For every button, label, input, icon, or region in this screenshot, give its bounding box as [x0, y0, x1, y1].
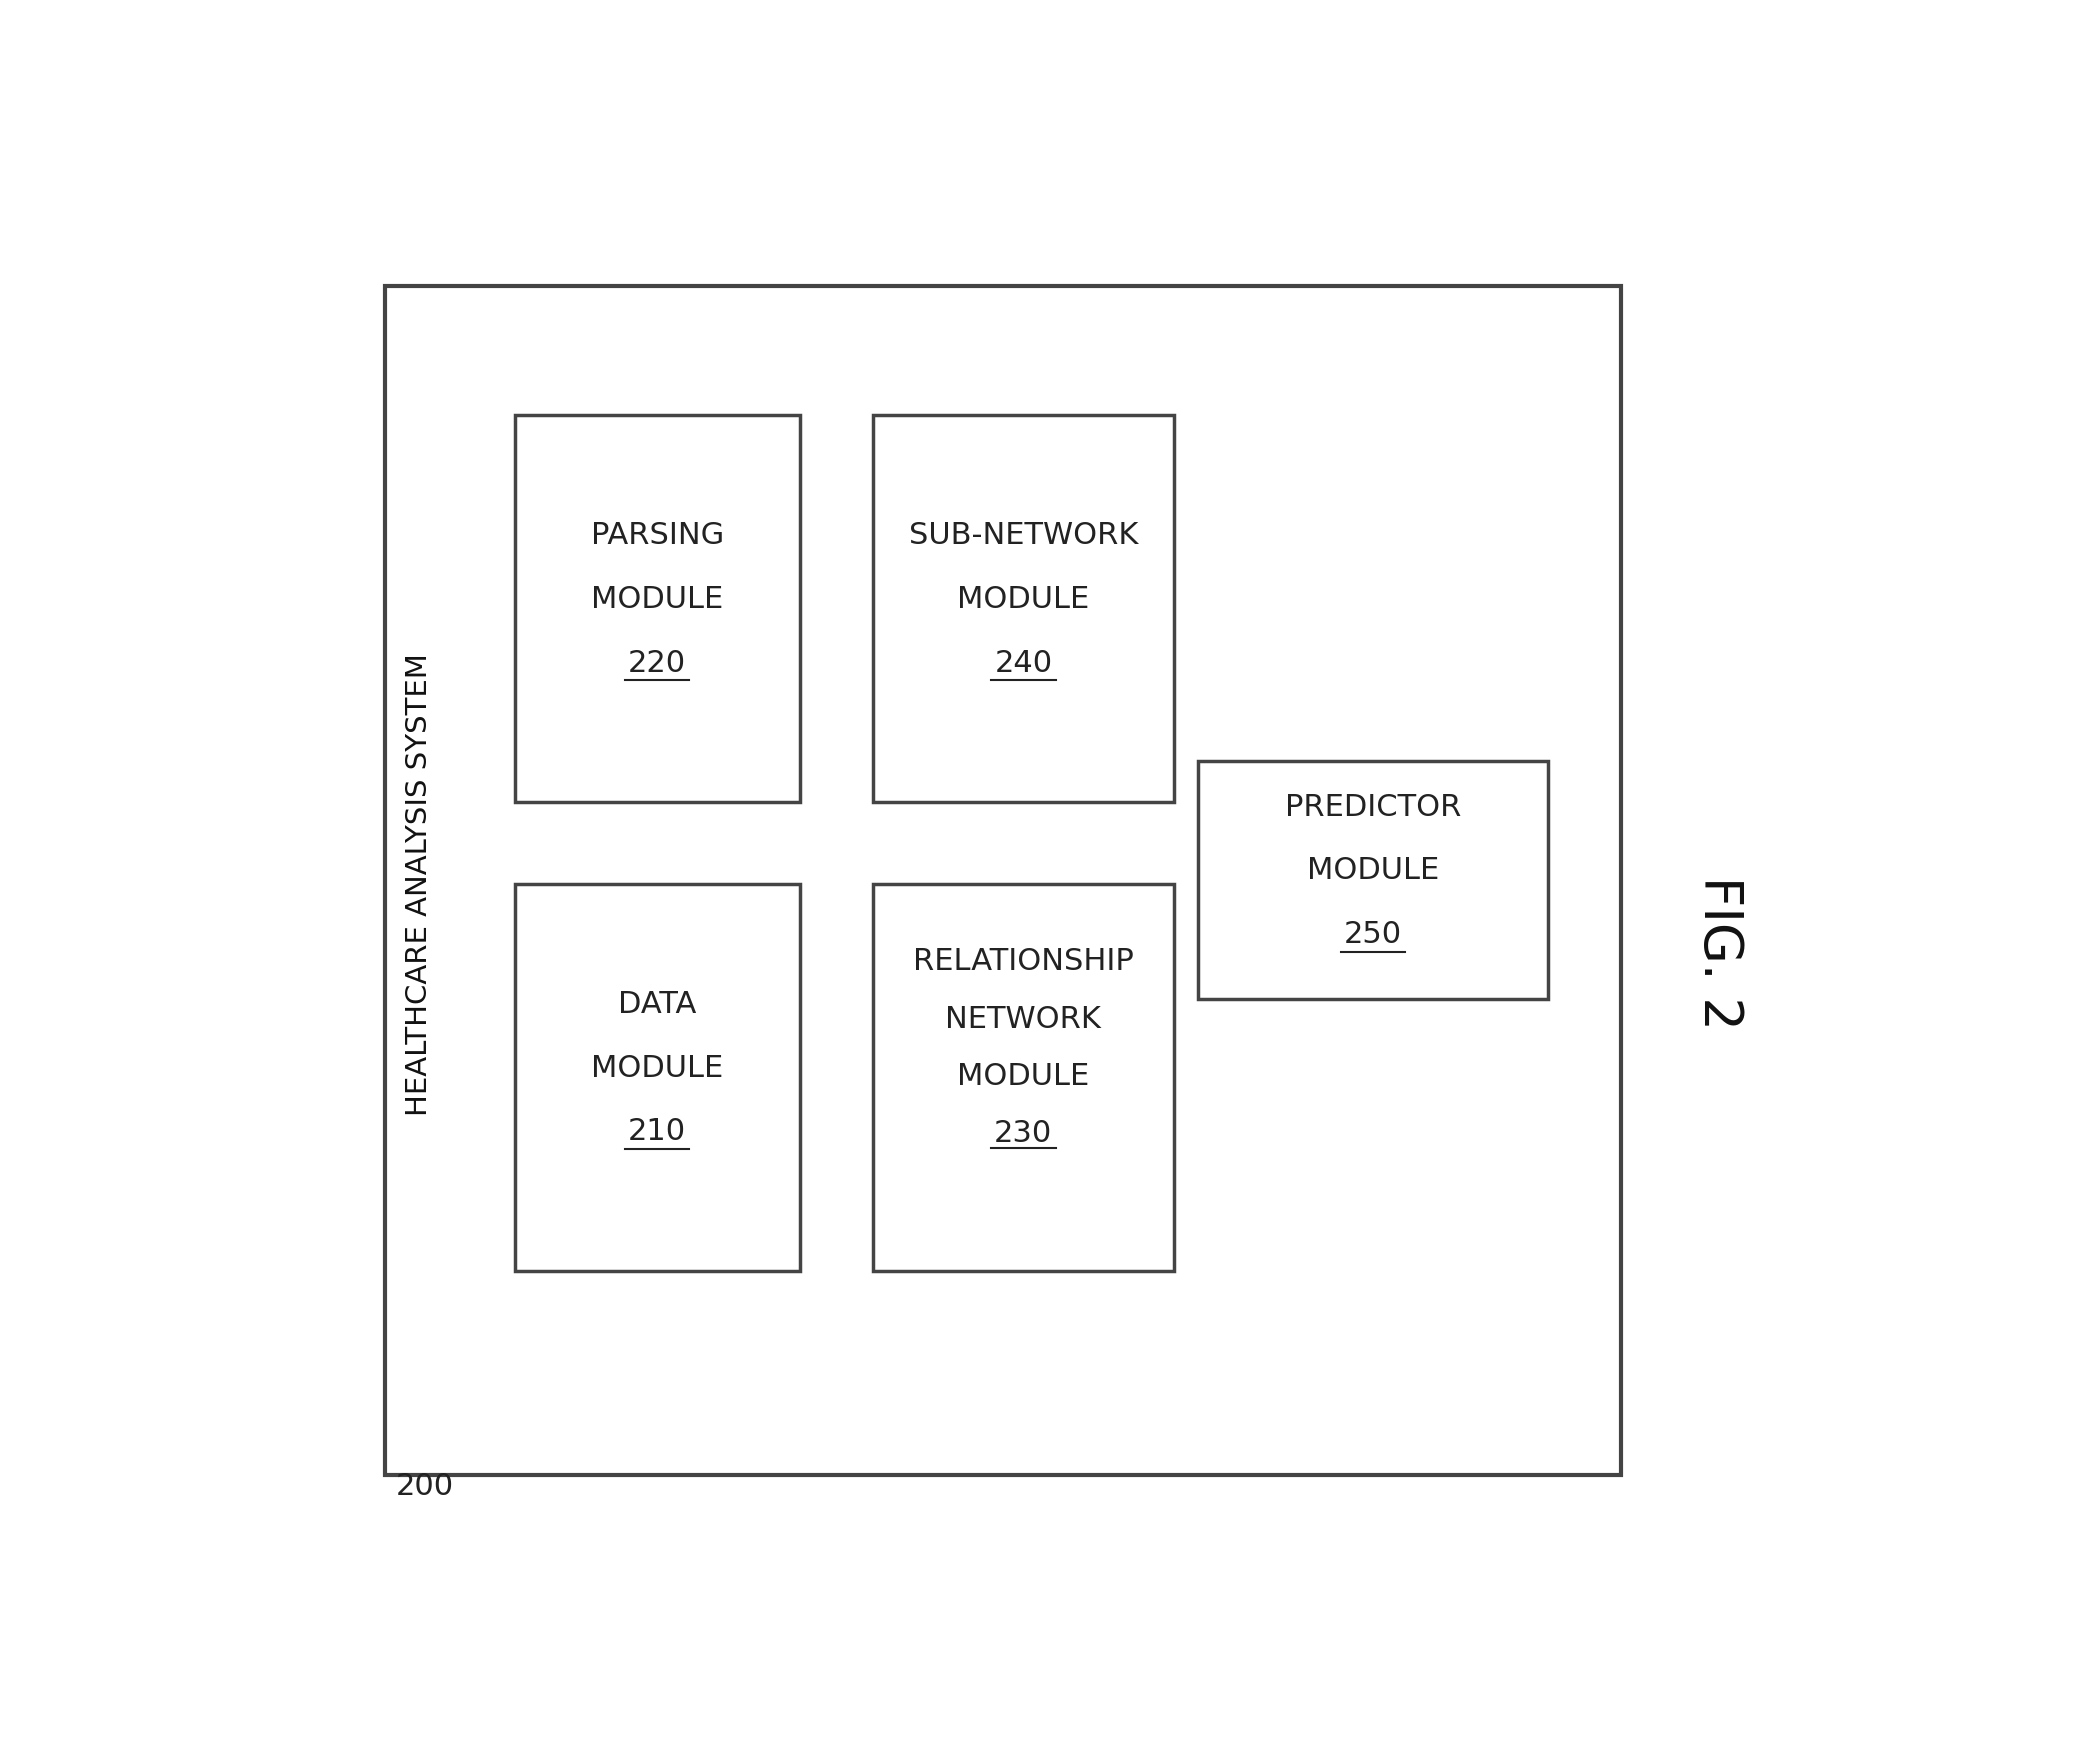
- Text: RELATIONSHIP: RELATIONSHIP: [914, 947, 1134, 975]
- Text: 210: 210: [628, 1117, 687, 1147]
- Text: 220: 220: [628, 647, 687, 677]
- Text: 240: 240: [993, 647, 1052, 677]
- Bar: [874, 884, 1174, 1272]
- Bar: [1199, 762, 1548, 1000]
- Text: MODULE: MODULE: [958, 584, 1090, 614]
- Text: PARSING: PARSING: [590, 520, 724, 549]
- Text: FIG. 2: FIG. 2: [1693, 875, 1745, 1028]
- Text: DATA: DATA: [617, 990, 697, 1018]
- Text: MODULE: MODULE: [590, 1053, 722, 1081]
- Text: 250: 250: [1344, 919, 1403, 949]
- Text: HEALTHCARE ANALYSIS SYSTEM: HEALTHCARE ANALYSIS SYSTEM: [405, 653, 433, 1115]
- Text: SUB-NETWORK: SUB-NETWORK: [909, 520, 1138, 549]
- Text: MODULE: MODULE: [1306, 856, 1439, 886]
- Bar: [874, 416, 1174, 803]
- Text: 230: 230: [993, 1118, 1052, 1147]
- Bar: [384, 286, 1621, 1475]
- Bar: [514, 416, 800, 803]
- Text: MODULE: MODULE: [958, 1062, 1090, 1090]
- Text: MODULE: MODULE: [590, 584, 722, 614]
- Text: PREDICTOR: PREDICTOR: [1285, 792, 1462, 820]
- Text: NETWORK: NETWORK: [945, 1004, 1100, 1034]
- Bar: [514, 884, 800, 1272]
- Text: 200: 200: [397, 1471, 454, 1499]
